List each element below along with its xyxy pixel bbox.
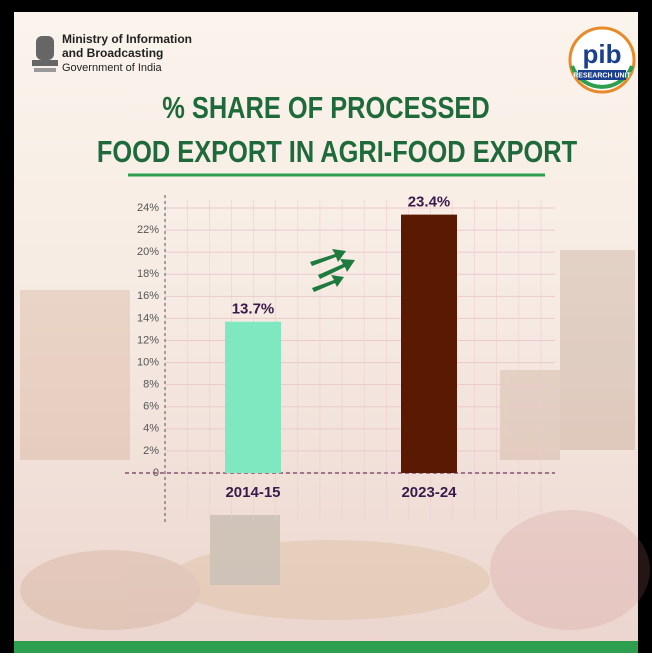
y-tick-label: 24% (137, 202, 159, 214)
ministry-line: Ministry of Information (62, 32, 192, 46)
y-tick-label: 20% (137, 246, 159, 258)
x-tick-label: 2023-24 (401, 484, 457, 501)
pib-logo: pib RESEARCH UNIT (568, 26, 636, 94)
emblem (32, 36, 58, 72)
chart-title: FOOD EXPORT IN AGRI-FOOD EXPORT (97, 135, 577, 170)
y-tick-label: 12% (137, 334, 159, 346)
y-tick-label: 22% (137, 224, 159, 236)
logo-text: pib (583, 39, 622, 69)
x-tick-label: 2014-15 (225, 484, 280, 501)
bar (225, 321, 281, 473)
y-tick-label: 4% (143, 423, 159, 435)
data-label: 13.7% (232, 301, 275, 318)
vertical-grid (165, 200, 555, 520)
data-label: 23.4% (408, 194, 451, 211)
logo-subtext: RESEARCH UNIT (573, 72, 631, 79)
y-tick-label: 14% (137, 312, 159, 324)
y-tick-label: 16% (137, 290, 159, 302)
y-tick-label: 2% (143, 445, 159, 457)
bar (401, 214, 457, 473)
government: Government of India (62, 62, 163, 74)
ministry-line: and Broadcasting (62, 46, 163, 60)
y-tick-label: 18% (137, 268, 159, 280)
y-tick-label: 10% (137, 356, 159, 368)
y-tick-label: 8% (143, 379, 159, 391)
footer-strip (14, 641, 638, 653)
growth-arrows (310, 249, 355, 292)
y-tick-label: 6% (143, 401, 159, 413)
chart-title: % SHARE OF PROCESSED (162, 91, 489, 126)
